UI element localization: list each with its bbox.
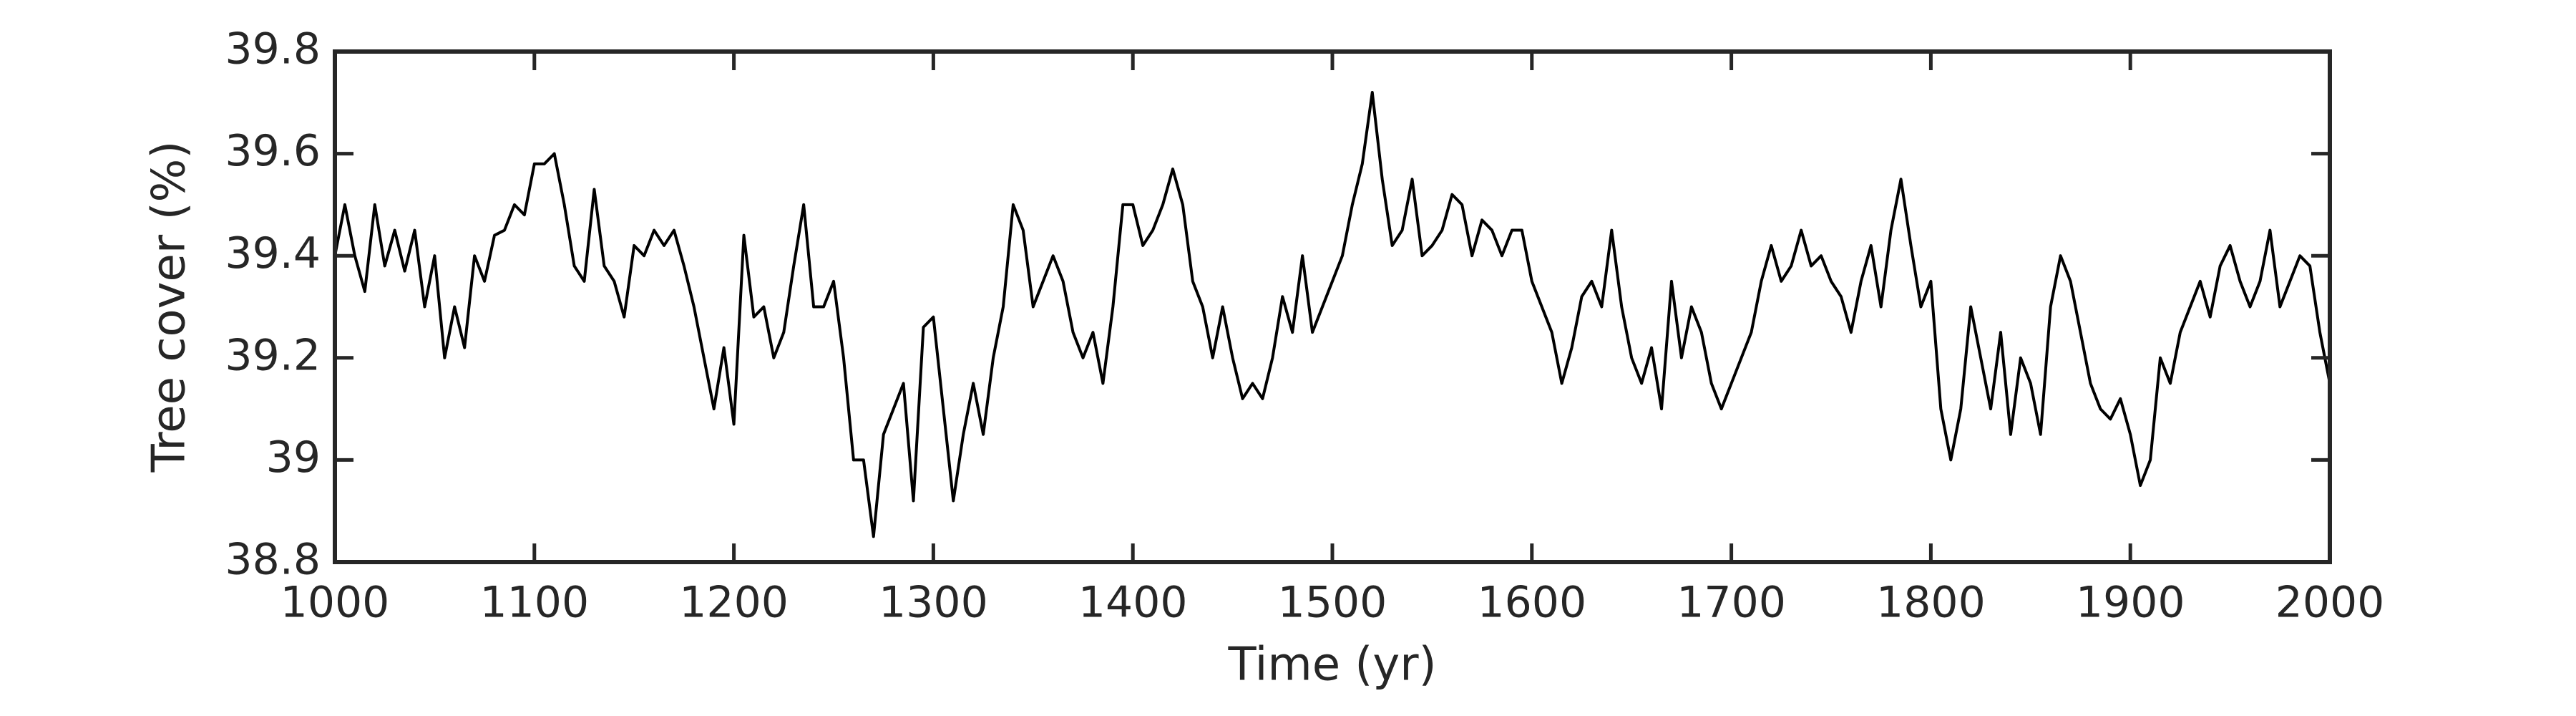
x-tick-label: 2000 [2275, 578, 2385, 628]
y-tick-label: 39.4 [225, 228, 321, 279]
x-tick-label: 1800 [1876, 578, 1986, 628]
y-axis-label: Tree cover (%) [143, 141, 196, 473]
x-tick-label: 1900 [2076, 578, 2185, 628]
y-tick-label: 39.6 [225, 126, 321, 176]
x-tick-label: 1500 [1278, 578, 1387, 628]
plot-frame [333, 49, 2332, 564]
x-tick-label: 1200 [679, 578, 789, 628]
y-tick-label: 39.8 [225, 24, 321, 74]
x-tick-label: 1600 [1477, 578, 1586, 628]
y-tick-label: 39 [266, 432, 321, 483]
x-tick-label: 1300 [879, 578, 988, 628]
x-tick-label: 1700 [1677, 578, 1786, 628]
x-tick-label: 1100 [479, 578, 589, 628]
data-line [333, 91, 2331, 538]
x-tick-label: 1400 [1078, 578, 1188, 628]
y-tick-label: 38.8 [225, 535, 321, 585]
x-tick-label: 1000 [280, 578, 390, 628]
x-axis-label: Time (yr) [1227, 639, 1436, 692]
y-tick-label: 39.2 [225, 330, 321, 380]
